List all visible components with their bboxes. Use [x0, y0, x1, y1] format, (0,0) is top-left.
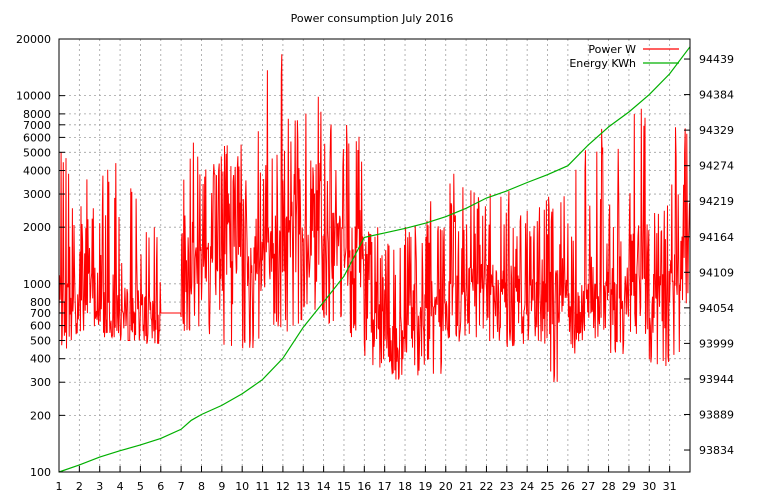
y-tick-label: 200: [30, 409, 51, 422]
y-tick-label: 500: [30, 334, 51, 347]
x-tick-label: 5: [137, 480, 144, 493]
x-tick-label: 4: [117, 480, 124, 493]
y-tick-label: 1000: [23, 278, 51, 291]
y-tick-label: 400: [30, 353, 51, 366]
x-tick-label: 31: [663, 480, 677, 493]
energy-line: [58, 46, 691, 473]
legend-label-energy: Energy KWh: [569, 57, 636, 70]
legend-label-power: Power W: [588, 43, 636, 56]
y2-tick-label: 93889: [699, 408, 734, 421]
y-tick-label: 4000: [23, 165, 51, 178]
x-tick-label: 15: [337, 480, 351, 493]
x-tick-label: 8: [198, 480, 205, 493]
y2-tick-label: 94219: [699, 195, 734, 208]
y-tick-label: 300: [30, 376, 51, 389]
x-axis: 1 2 3 4 5 6 7 8 9 10 11 12 13 14 15 16 17 18 19 20 21 22 23 24 2…: [56, 466, 677, 493]
x-tick-label: 3: [96, 480, 103, 493]
x-tick-label: 20: [439, 480, 453, 493]
x-tick-label: 19: [418, 480, 432, 493]
y2-tick-label: 93834: [699, 444, 734, 457]
y-tick-label: 800: [30, 296, 51, 309]
x-tick-label: 11: [256, 480, 270, 493]
y-tick-label: 700: [30, 307, 51, 320]
x-tick-label: 7: [178, 480, 185, 493]
x-tick-label: 16: [357, 480, 371, 493]
power-series: [58, 54, 690, 383]
y2-tick-label: 93999: [699, 337, 734, 350]
y-tick-label: 600: [30, 320, 51, 333]
x-tick-label: 2: [76, 480, 83, 493]
y-tick-label: 100: [30, 466, 51, 479]
x-tick-label: 13: [296, 480, 310, 493]
x-tick-label: 30: [642, 480, 656, 493]
y2-tick-label: 94054: [699, 302, 734, 315]
x-tick-label: 9: [218, 480, 225, 493]
y-tick-label: 8000: [23, 108, 51, 121]
x-tick-label: 27: [581, 480, 595, 493]
x-tick-label: 6: [157, 480, 164, 493]
y-tick-label: 10000: [16, 90, 51, 103]
x-tick-label: 10: [235, 480, 249, 493]
y2-tick-label: 94329: [699, 124, 734, 137]
x-tick-label: 17: [378, 480, 392, 493]
x-tick-label: 1: [56, 480, 63, 493]
x-tick-label: 26: [561, 480, 575, 493]
x-tick-label: 29: [622, 480, 636, 493]
y-tick-label: 6000: [23, 131, 51, 144]
y-tick-label: 20000: [16, 33, 51, 46]
y-axis-right: 93834 93889 93944 93999 94054 94109 94164 94219…: [684, 53, 734, 457]
y2-tick-label: 94439: [699, 53, 734, 66]
x-tick-label: 23: [500, 480, 514, 493]
x-tick-label: 21: [459, 480, 473, 493]
y-tick-label: 5000: [23, 146, 51, 159]
plot-frame: [58, 38, 691, 473]
y2-tick-label: 94274: [699, 160, 734, 173]
y2-tick-label: 94109: [699, 266, 734, 279]
y-tick-label: 2000: [23, 221, 51, 234]
x-tick-label: 22: [479, 480, 493, 493]
x-tick-label: 18: [398, 480, 412, 493]
x-tick-label: 14: [317, 480, 331, 493]
legend: Power W Energy KWh: [569, 43, 679, 70]
x-tick-label: 12: [276, 480, 290, 493]
power-line: [58, 54, 690, 383]
y2-tick-label: 93944: [699, 373, 734, 386]
y-tick-label: 3000: [23, 188, 51, 201]
energy-series: [58, 46, 691, 473]
chart-title: Power consumption July 2016: [291, 12, 454, 25]
x-tick-label: 24: [520, 480, 534, 493]
y2-tick-label: 94384: [699, 89, 734, 102]
y2-tick-label: 94164: [699, 231, 734, 244]
x-tick-label: 28: [602, 480, 616, 493]
y-tick-label: 7000: [23, 119, 51, 132]
x-tick-label: 25: [541, 480, 555, 493]
